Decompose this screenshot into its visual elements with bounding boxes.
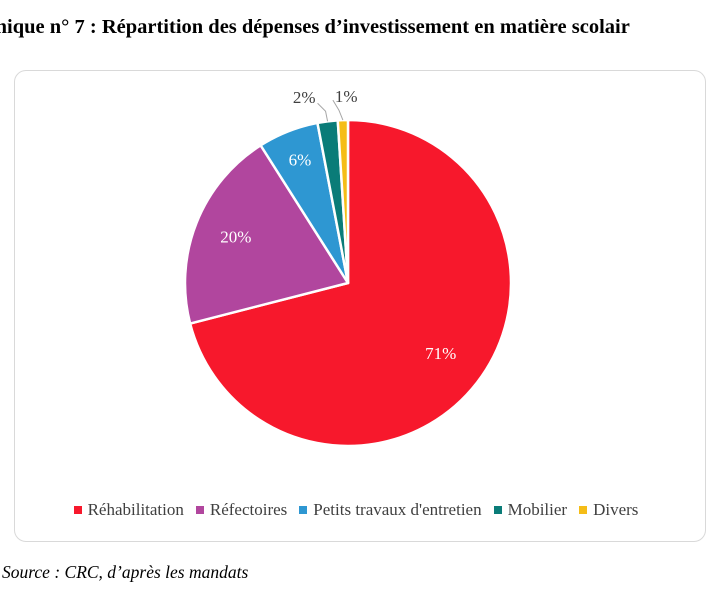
leader-lines bbox=[317, 99, 344, 122]
pie-slice-r-fectoires bbox=[183, 144, 350, 325]
data-label: 6% bbox=[289, 151, 312, 170]
leader-line bbox=[332, 99, 344, 121]
data-labels: 71% 20% 6% 2% 1% bbox=[220, 87, 456, 363]
pie-slices bbox=[183, 118, 513, 448]
pie-slice-r-habilitation bbox=[188, 118, 513, 448]
data-label: 71% bbox=[425, 344, 456, 363]
page-title: aphique n° 7 : Répartition des dépenses … bbox=[0, 16, 630, 38]
legend-item: Réhabilitation bbox=[73, 500, 184, 520]
legend-swatch bbox=[73, 506, 82, 514]
legend-label: Mobilier bbox=[507, 500, 568, 519]
legend-swatch bbox=[579, 506, 588, 514]
legend-label: Petits travaux d'entretien bbox=[313, 500, 482, 519]
legend: Réhabilitation Réfectoires Petits travaux … bbox=[0, 500, 712, 520]
legend-swatch bbox=[195, 506, 204, 514]
legend-swatch bbox=[299, 506, 308, 514]
legend-item: Petits travaux d'entretien bbox=[299, 500, 482, 520]
legend-label: Divers bbox=[593, 500, 639, 519]
legend-label: Réfectoires bbox=[209, 500, 288, 519]
source-note: Source : CRC, d’après les mandats bbox=[2, 562, 249, 582]
data-label: 20% bbox=[220, 228, 251, 247]
legend-item: Réfectoires bbox=[195, 500, 288, 520]
data-label: 2% bbox=[293, 88, 316, 107]
legend-item: Mobilier bbox=[493, 500, 568, 520]
legend-label: Réhabilitation bbox=[87, 500, 184, 519]
pie-slice-divers bbox=[336, 118, 350, 285]
legend-swatch bbox=[493, 506, 502, 514]
legend-item: Divers bbox=[579, 500, 638, 520]
leader-line bbox=[317, 102, 329, 122]
data-label: 1% bbox=[335, 87, 358, 106]
